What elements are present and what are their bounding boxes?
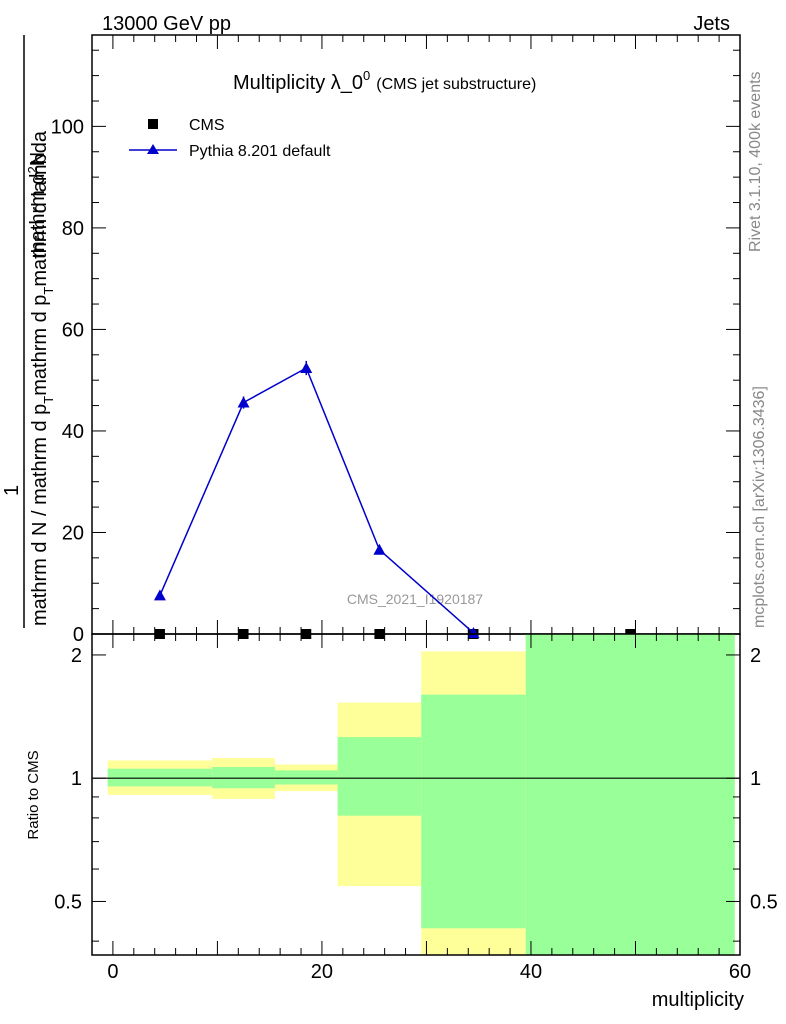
ratio-band-inner: [274, 770, 338, 785]
x-tick-label: 60: [729, 961, 751, 983]
ratio-y-tick-label: 1: [750, 768, 761, 790]
main-panel: CMS_2021_I1920187 0 20 40 60 80 100 Multiplic…: [51, 34, 741, 646]
rivet-label: Rivet 3.1.10, 400k events: [747, 71, 764, 252]
ylabel-one: 1: [1, 485, 23, 496]
legend-label-mc: Pythia 8.201 default: [189, 143, 331, 160]
ratio-y-tick-label: 0.5: [54, 891, 82, 913]
ratio-y-tick-label: 1: [71, 768, 82, 790]
x-tick-label: 0: [107, 961, 118, 983]
legend-marker-cms: [148, 119, 158, 129]
header-right: Jets: [693, 13, 730, 35]
mcplots-label: mcplots.cern.ch [arXiv:1306.3436]: [751, 386, 768, 628]
ratio-band-inner: [525, 634, 735, 955]
ratio-band-inner: [337, 737, 422, 816]
ratio-band-inner: [107, 768, 213, 787]
x-tick-label: 20: [311, 961, 333, 983]
ratio-y-tick-label: 2: [71, 645, 82, 667]
data-point-mc: [237, 396, 250, 408]
data-point-mc: [300, 362, 313, 374]
main-ylabel: mathrm d2N 1 mathrm d N / mathrm d pTmat…: [1, 35, 56, 628]
ratio-panel: 0.5 0.51 12 20 20 40 60 Ratio to CMS multiplic…: [25, 633, 778, 1011]
y-tick-label: 40: [62, 421, 84, 443]
data-point-mc: [373, 543, 386, 555]
data-point-mc: [153, 589, 166, 601]
y-tick-label: 80: [62, 218, 84, 240]
y-tick-label: 100: [51, 116, 84, 138]
legend-marker-mc: [147, 144, 159, 154]
data-point-mc: [467, 626, 480, 638]
legend: CMS Pythia 8.201 default: [129, 117, 331, 160]
legend-label-cms: CMS: [189, 117, 225, 134]
y-tick-label: 60: [62, 319, 84, 341]
header-left: 13000 GeV pp: [102, 13, 231, 35]
ratio-y-tick-label: 2: [750, 645, 761, 667]
ratio-frame: [91, 633, 741, 956]
y-tick-label: 20: [62, 522, 84, 544]
y-tick-label: 0: [73, 624, 84, 646]
x-tick-label: 40: [520, 961, 542, 983]
ylabel-denominator: mathrm d N / mathrm d pTmathrm d pTmathr…: [29, 130, 56, 626]
ratio-y-tick-label: 0.5: [750, 891, 778, 913]
x-axis-label: multiplicity: [652, 989, 744, 1011]
ylabel-numerator: mathrm d2N: [25, 152, 49, 258]
ratio-ylabel: Ratio to CMS: [25, 750, 42, 839]
watermark: CMS_2021_I1920187: [347, 591, 483, 607]
chart-title: Multiplicity λ_00(CMS jet substructure): [233, 68, 536, 94]
ratio-band-inner: [421, 694, 526, 929]
